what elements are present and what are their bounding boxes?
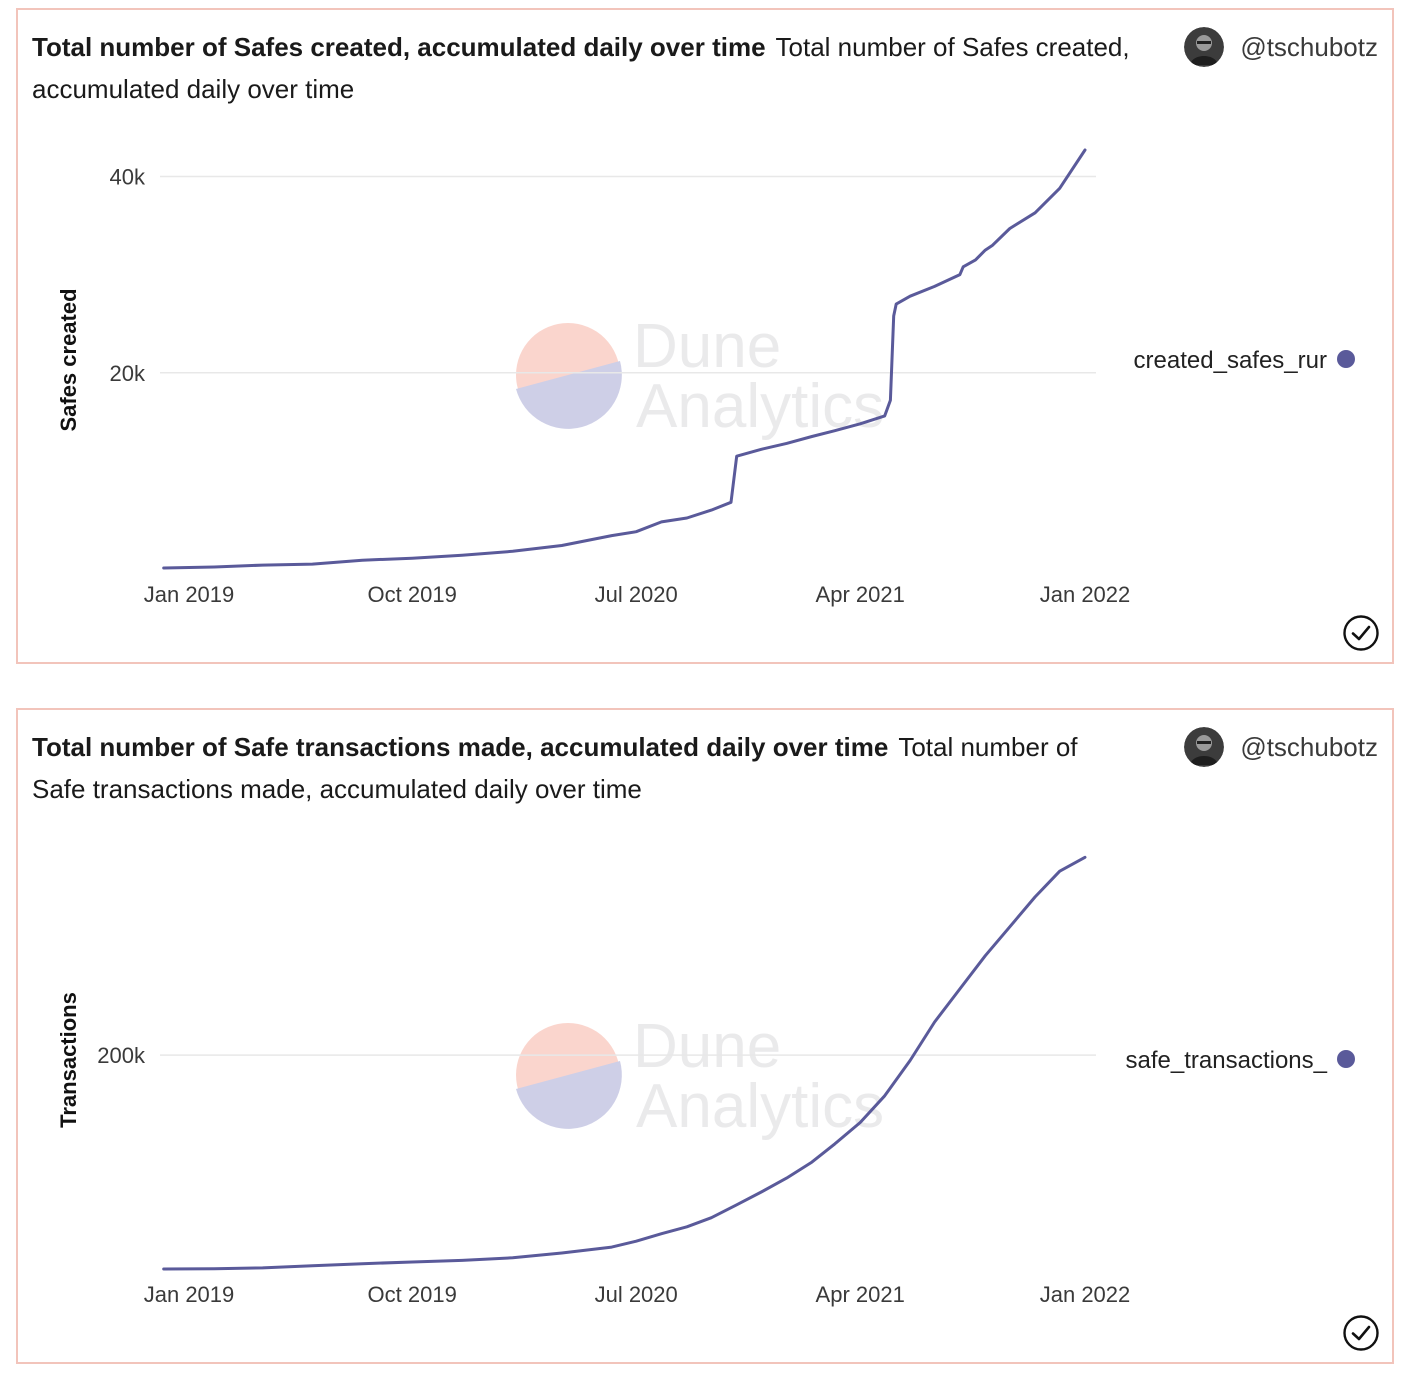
avatar-icon[interactable]: [1184, 727, 1225, 767]
x-tick-label: Jan 2022: [1040, 1282, 1131, 1307]
chart-description: Total number of Safes created, accumulat…: [32, 32, 1130, 104]
chart-title-block: Total number of Safe transactions made, …: [32, 726, 1132, 810]
x-tick-label: Jan 2019: [144, 1282, 235, 1307]
author-link[interactable]: @tschubotz: [1184, 26, 1378, 68]
x-tick-label: Jan 2022: [1040, 582, 1131, 607]
chart-panel-safes-created: Dune Analytics 20k 40k Jan 2019 Oct 2019 Jul 2…: [16, 8, 1394, 664]
chart-panel-safe-transactions: Dune Analytics 200k Jan 2019 Oct 2019 Jul 202…: [16, 708, 1394, 1364]
chart-title-block: Total number of Safes created, accumulat…: [32, 26, 1132, 110]
author-name[interactable]: @tschubotz: [1240, 731, 1378, 762]
author-link[interactable]: @tschubotz: [1184, 726, 1378, 768]
series-line: [162, 148, 1087, 570]
x-tick-label: Apr 2021: [816, 582, 905, 607]
watermark-logo-bottom: [516, 361, 622, 429]
chart-description: Total number of Safe transactions made, …: [32, 732, 1078, 804]
y-tick-label: 40k: [110, 165, 146, 190]
series-line: [162, 855, 1087, 1271]
legend-label[interactable]: created_safes_rur: [1134, 347, 1327, 374]
legend-label[interactable]: safe_transactions_: [1126, 1047, 1328, 1074]
x-tick-label: Jul 2020: [595, 1282, 678, 1307]
x-tick-label: Apr 2021: [816, 1282, 905, 1307]
y-axis-label: Transactions: [56, 992, 81, 1128]
watermark-text-dune: Dune: [633, 1012, 781, 1081]
watermark-text-analytics: Analytics: [636, 1072, 884, 1141]
legend-dot-icon: [1337, 1050, 1355, 1068]
chart-title[interactable]: Total number of Safe transactions made, …: [32, 732, 889, 762]
chart-title[interactable]: Total number of Safes created, accumulat…: [32, 32, 766, 62]
y-axis-label: Safes created: [56, 288, 81, 431]
author-name[interactable]: @tschubotz: [1240, 31, 1378, 62]
x-tick-label: Jan 2019: [144, 582, 235, 607]
legend-dot-icon: [1337, 350, 1355, 368]
check-circle-icon: [1343, 1315, 1379, 1351]
x-tick-label: Oct 2019: [368, 1282, 457, 1307]
watermark-logo-bottom: [516, 1061, 622, 1129]
y-tick-label: 200k: [97, 1043, 146, 1068]
watermark-text-analytics: Analytics: [636, 372, 884, 441]
legend[interactable]: safe_transactions_: [1126, 1047, 1355, 1074]
y-tick-label: 20k: [110, 361, 146, 386]
x-tick-label: Jul 2020: [595, 582, 678, 607]
legend[interactable]: created_safes_rur: [1134, 347, 1355, 374]
avatar-icon[interactable]: [1184, 27, 1225, 67]
check-circle-icon: [1343, 615, 1379, 651]
watermark-text-dune: Dune: [633, 312, 781, 381]
x-tick-label: Oct 2019: [368, 582, 457, 607]
